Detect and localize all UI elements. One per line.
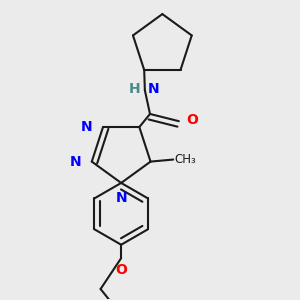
- Text: N: N: [70, 154, 82, 169]
- Text: O: O: [186, 113, 198, 127]
- Text: N: N: [148, 82, 160, 96]
- Text: N: N: [81, 120, 93, 134]
- Text: O: O: [115, 263, 127, 277]
- Text: N: N: [116, 191, 127, 205]
- Text: CH₃: CH₃: [174, 153, 196, 166]
- Text: H: H: [129, 82, 141, 96]
